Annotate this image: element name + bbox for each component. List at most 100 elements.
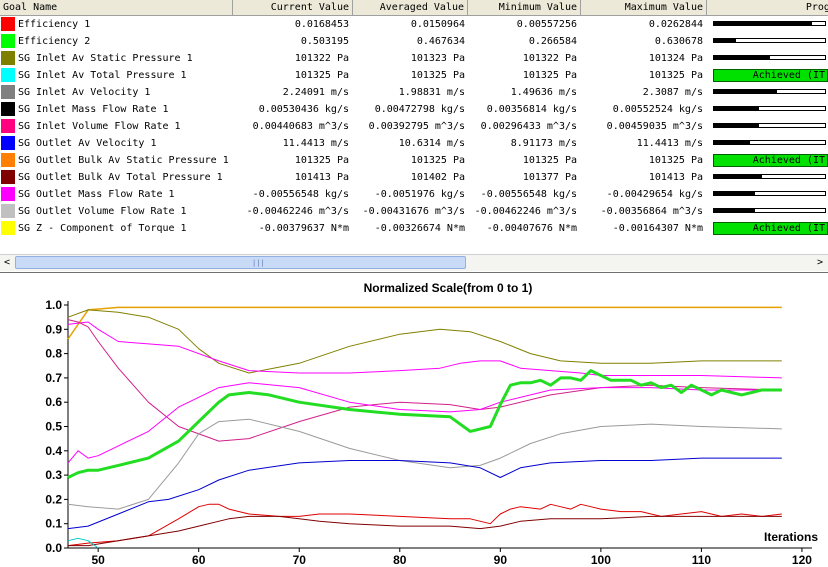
minimum-value: -0.00556548 kg/s — [480, 189, 577, 200]
table-row[interactable]: SG Inlet Volume Flow Rate 1 0.00440683 m^… — [0, 118, 828, 135]
progress-bar: Achieved (IT — [713, 154, 828, 167]
scroll-left-arrow-icon[interactable]: < — [3, 257, 11, 268]
table-row[interactable]: SG Outlet Av Velocity 1 11.4413 m/s 10.631… — [0, 135, 828, 152]
table-row[interactable]: Efficiency 2 0.503195 0.467634 0.266584 0.63… — [0, 33, 828, 50]
maximum-value: 0.630678 — [654, 36, 703, 47]
achieved-badge: Achieved (IT — [713, 222, 828, 235]
y-tick-label: 0.2 — [45, 492, 62, 506]
progress-bar — [713, 52, 828, 65]
minimum-value: 1.49636 m/s — [510, 87, 577, 98]
table-row[interactable]: SG Inlet Av Static Pressure 1 101322 Pa 10… — [0, 50, 828, 67]
goal-name: SG Outlet Av Velocity 1 — [18, 138, 157, 149]
column-header-maximum-value[interactable]: Maximum Value — [581, 0, 707, 15]
current-value: 0.00530436 kg/s — [258, 104, 349, 115]
goal-name: SG Outlet Bulk Av Total Pressure 1 — [18, 172, 223, 183]
table-row[interactable]: Efficiency 1 0.0168453 0.0150964 0.00557256… — [0, 16, 828, 33]
series-line — [67, 369, 782, 479]
current-value: -0.00462246 m^3/s — [246, 206, 349, 217]
goal-plot-panel: Normalized Scale(from 0 to 1) 0.0 0.1 0.2 0.… — [0, 272, 828, 567]
goal-color-swatch — [1, 221, 15, 235]
maximum-value: 0.0262844 — [648, 19, 703, 30]
table-row[interactable]: SG Outlet Mass Flow Rate 1 -0.00556548 kg… — [0, 186, 828, 203]
x-tick-label: 90 — [494, 553, 508, 567]
goal-color-swatch — [1, 34, 15, 48]
maximum-value: 101325 Pa — [648, 70, 703, 81]
goal-name: SG Z - Component of Torque 1 — [18, 223, 187, 234]
progress-fill — [713, 21, 812, 26]
minimum-value: 0.00296433 m^3/s — [480, 121, 577, 132]
progress-bar — [713, 35, 828, 48]
averaged-value: 101325 Pa — [410, 70, 465, 81]
scrollbar-thumb[interactable]: ||| — [15, 256, 466, 269]
progress-fill — [713, 140, 750, 145]
x-tick-label: 110 — [692, 553, 712, 567]
y-tick-label: 0.7 — [45, 371, 62, 385]
goal-color-swatch — [1, 85, 15, 99]
series-line — [68, 515, 782, 547]
table-row[interactable]: SG Inlet Mass Flow Rate 1 0.00530436 kg/s… — [0, 101, 828, 118]
minimum-value: -0.00462246 m^3/s — [474, 206, 577, 217]
goal-color-swatch — [1, 204, 15, 218]
minimum-value: 0.00356814 kg/s — [486, 104, 577, 115]
goal-name: SG Outlet Volume Flow Rate 1 — [18, 206, 187, 217]
progress-fill — [713, 38, 736, 43]
table-row[interactable]: SG Inlet Av Velocity 1 2.24091 m/s 1.98831… — [0, 84, 828, 101]
column-header-current-value[interactable]: Current Value — [233, 0, 353, 15]
progress-bar — [713, 18, 828, 31]
averaged-value: -0.00431676 m^3/s — [362, 206, 465, 217]
x-tick-label: 80 — [393, 553, 407, 567]
table-row[interactable]: SG Z - Component of Torque 1 -0.00379637 … — [0, 220, 828, 237]
maximum-value: 11.4413 m/s — [636, 138, 703, 149]
current-value: -0.00556548 kg/s — [252, 189, 349, 200]
progress-fill — [713, 191, 755, 196]
goal-color-swatch — [1, 170, 15, 184]
column-header-minimum-value[interactable]: Minimum Value — [468, 0, 581, 15]
series-line — [67, 321, 782, 379]
current-value: 0.0168453 — [294, 19, 349, 30]
goal-plot: Normalized Scale(from 0 to 1) 0.0 0.1 0.2 0.… — [45, 281, 818, 567]
progress-bar — [713, 137, 828, 150]
current-value: 2.24091 m/s — [282, 87, 349, 98]
current-value: 101325 Pa — [294, 155, 349, 166]
current-value: 101325 Pa — [294, 70, 349, 81]
y-tick-label: 1.0 — [45, 298, 62, 312]
current-value: -0.00379637 N*m — [258, 223, 349, 234]
averaged-value: -0.0051976 kg/s — [374, 189, 465, 200]
table-row[interactable]: SG Outlet Volume Flow Rate 1 -0.00462246 … — [0, 203, 828, 220]
horizontal-scrollbar[interactable]: < ||| > — [0, 254, 828, 271]
column-header-progress[interactable]: Progress — [805, 2, 828, 13]
minimum-value: 101325 Pa — [522, 70, 577, 81]
table-row[interactable]: SG Outlet Bulk Av Total Pressure 1 101413… — [0, 169, 828, 186]
progress-bar: Achieved (IT — [713, 222, 828, 235]
current-value: 11.4413 m/s — [282, 138, 349, 149]
goal-name: SG Outlet Bulk Av Static Pressure 1 — [18, 155, 229, 166]
minimum-value: 101377 Pa — [522, 172, 577, 183]
chart-title: Normalized Scale(from 0 to 1) — [364, 281, 533, 295]
progress-fill — [713, 55, 770, 60]
series-line — [67, 457, 782, 530]
goal-color-swatch — [1, 153, 15, 167]
current-value: 101322 Pa — [294, 53, 349, 64]
goal-color-swatch — [1, 51, 15, 65]
table-row[interactable]: SG Outlet Bulk Av Static Pressure 1 10132… — [0, 152, 828, 169]
achieved-badge: Achieved (IT — [713, 69, 828, 82]
column-header-averaged-value[interactable]: Averaged Value — [353, 0, 468, 15]
table-row[interactable]: SG Inlet Av Total Pressure 1 101325 Pa 101… — [0, 67, 828, 84]
goal-name: SG Inlet Volume Flow Rate 1 — [18, 121, 181, 132]
maximum-value: -0.00429654 kg/s — [606, 189, 703, 200]
goal-name: SG Outlet Mass Flow Rate 1 — [18, 189, 175, 200]
scroll-right-arrow-icon[interactable]: > — [816, 257, 824, 268]
y-tick-label: 0.6 — [45, 395, 62, 409]
column-header-goal-name[interactable]: Goal Name — [0, 0, 233, 15]
minimum-value: 0.00557256 — [516, 19, 577, 30]
progress-bar — [713, 86, 828, 99]
progress-bar: Achieved (IT — [713, 69, 828, 82]
progress-bar — [713, 188, 828, 201]
progress-fill — [713, 123, 759, 128]
maximum-value: 0.00552524 kg/s — [612, 104, 703, 115]
achieved-badge: Achieved (IT — [713, 154, 828, 167]
minimum-value: 8.91173 m/s — [510, 138, 577, 149]
progress-fill — [713, 174, 762, 179]
goal-name: SG Inlet Av Total Pressure 1 — [18, 70, 187, 81]
maximum-value: -0.00164307 N*m — [612, 223, 703, 234]
